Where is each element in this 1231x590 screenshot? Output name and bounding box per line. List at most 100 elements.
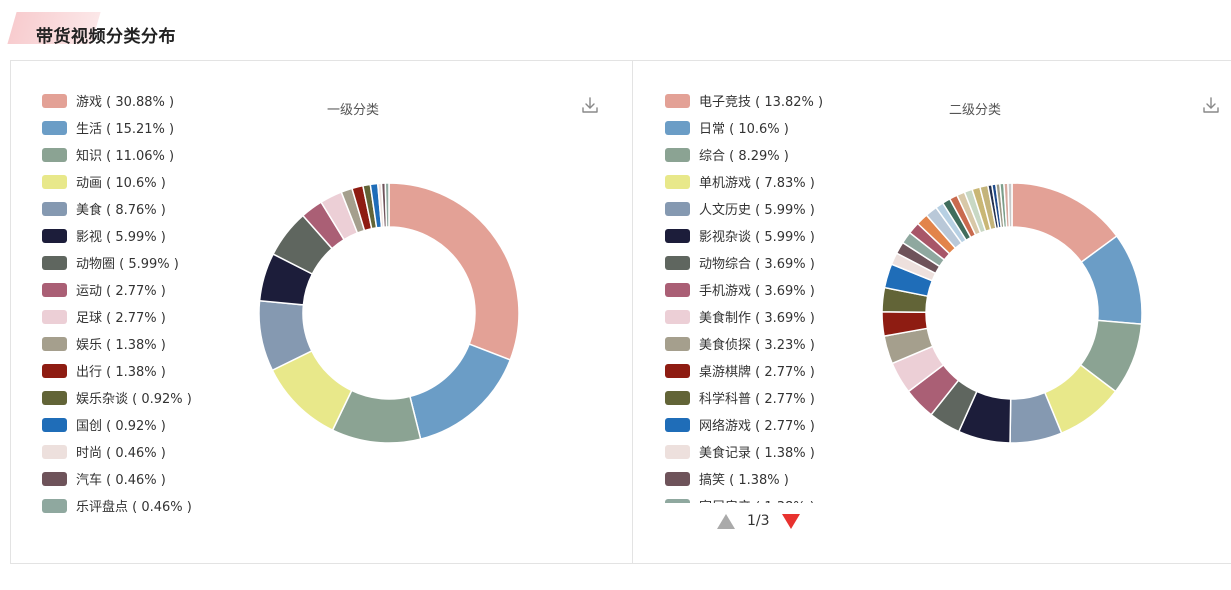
legend-swatch xyxy=(665,390,690,405)
legend-item[interactable]: 时尚 ( 0.46% ) xyxy=(42,438,192,465)
legend-label: 综合 ( 8.29% ) xyxy=(699,149,789,164)
legend-item[interactable]: 出行 ( 1.38% ) xyxy=(42,357,192,384)
legend-label: 单机游戏 ( 7.83% ) xyxy=(699,176,815,191)
legend-swatch xyxy=(42,93,67,108)
legend-swatch xyxy=(42,255,67,270)
legend-label: 搞笑 ( 1.38% ) xyxy=(699,473,789,488)
legend-item[interactable]: 游戏 ( 30.88% ) xyxy=(42,87,192,114)
legend-item[interactable]: 乐评盘点 ( 0.46% ) xyxy=(42,492,192,519)
legend-item[interactable]: 娱乐杂谈 ( 0.92% ) xyxy=(42,384,192,411)
legend-item[interactable]: 美食 ( 8.76% ) xyxy=(42,195,192,222)
legend-swatch xyxy=(665,174,690,189)
legend-label: 娱乐 ( 1.38% ) xyxy=(76,338,166,353)
legend-label: 乐评盘点 ( 0.46% ) xyxy=(76,500,192,515)
legend-item[interactable]: 美食制作 ( 3.69% ) xyxy=(665,303,823,330)
legend-swatch xyxy=(665,282,690,297)
legend-item[interactable]: 足球 ( 2.77% ) xyxy=(42,303,192,330)
primary-category-panel: 游戏 ( 30.88% ) 生活 ( 15.21% ) 知识 ( 11.06% ) 动… xyxy=(10,60,633,564)
download-icon[interactable] xyxy=(580,95,600,115)
legend-swatch xyxy=(42,498,67,513)
legend-swatch xyxy=(665,444,690,459)
legend-swatch xyxy=(665,471,690,486)
legend-item[interactable]: 生活 ( 15.21% ) xyxy=(42,114,192,141)
legend-item[interactable]: 日常 ( 10.6% ) xyxy=(665,114,823,141)
legend-swatch xyxy=(42,309,67,324)
legend-label: 美食侦探 ( 3.23% ) xyxy=(699,338,815,353)
donut-slice[interactable] xyxy=(384,182,390,228)
legend-item[interactable]: 单机游戏 ( 7.83% ) xyxy=(665,168,823,195)
secondary-category-legend: 电子竞技 ( 13.82% ) 日常 ( 10.6% ) 综合 ( 8.29% ) 单… xyxy=(665,87,823,503)
legend-label: 知识 ( 11.06% ) xyxy=(76,149,175,164)
legend-item[interactable]: 科学科普 ( 2.77% ) xyxy=(665,384,823,411)
legend-item[interactable]: 美食记录 ( 1.38% ) xyxy=(665,438,823,465)
legend-item[interactable]: 搞笑 ( 1.38% ) xyxy=(665,465,823,492)
legend-swatch xyxy=(42,363,67,378)
legend-item[interactable]: 电子竞技 ( 13.82% ) xyxy=(665,87,823,114)
legend-label: 运动 ( 2.77% ) xyxy=(76,284,166,299)
triangle-down-icon[interactable] xyxy=(781,513,800,529)
legend-swatch xyxy=(665,147,690,162)
legend-label: 科学科普 ( 2.77% ) xyxy=(699,392,815,407)
legend-item[interactable]: 娱乐 ( 1.38% ) xyxy=(42,330,192,357)
legend-label: 足球 ( 2.77% ) xyxy=(76,311,166,326)
legend-item[interactable]: 桌游棋牌 ( 2.77% ) xyxy=(665,357,823,384)
legend-label: 国创 ( 0.92% ) xyxy=(76,419,166,434)
legend-item[interactable]: 美食侦探 ( 3.23% ) xyxy=(665,330,823,357)
legend-item[interactable]: 手机游戏 ( 3.69% ) xyxy=(665,276,823,303)
primary-chart-title: 一级分类 xyxy=(327,103,380,118)
legend-item[interactable]: 运动 ( 2.77% ) xyxy=(42,276,192,303)
legend-swatch xyxy=(665,309,690,324)
donut-slice[interactable] xyxy=(409,343,512,440)
legend-swatch xyxy=(42,147,67,162)
legend-label: 美食 ( 8.76% ) xyxy=(76,203,166,218)
legend-item[interactable]: 国创 ( 0.92% ) xyxy=(42,411,192,438)
legend-label: 人文历史 ( 5.99% ) xyxy=(699,203,815,218)
legend-swatch xyxy=(665,363,690,378)
legend-swatch xyxy=(42,390,67,405)
legend-item[interactable]: 影视杂谈 ( 5.99% ) xyxy=(665,222,823,249)
download-icon[interactable] xyxy=(1201,95,1221,115)
legend-swatch xyxy=(665,498,690,503)
legend-item[interactable]: 人文历史 ( 5.99% ) xyxy=(665,195,823,222)
secondary-category-donut-chart xyxy=(881,182,1143,444)
legend-pager: 1/3 xyxy=(717,511,800,531)
legend-swatch xyxy=(42,174,67,189)
legend-swatch xyxy=(42,228,67,243)
legend-item[interactable]: 知识 ( 11.06% ) xyxy=(42,141,192,168)
legend-label: 汽车 ( 0.46% ) xyxy=(76,473,166,488)
legend-label: 出行 ( 1.38% ) xyxy=(76,365,166,380)
legend-label: 影视 ( 5.99% ) xyxy=(76,230,166,245)
primary-category-legend: 游戏 ( 30.88% ) 生活 ( 15.21% ) 知识 ( 11.06% ) 动… xyxy=(42,87,192,527)
legend-swatch xyxy=(665,93,690,108)
legend-label: 桌游棋牌 ( 2.77% ) xyxy=(699,365,815,380)
legend-swatch xyxy=(665,417,690,432)
legend-swatch xyxy=(42,417,67,432)
legend-item[interactable]: 家居房产 ( 1.38% ) xyxy=(665,492,823,503)
legend-label: 手机游戏 ( 3.69% ) xyxy=(699,284,815,299)
donut-slice[interactable] xyxy=(1007,182,1013,228)
legend-swatch xyxy=(42,444,67,459)
legend-label: 娱乐杂谈 ( 0.92% ) xyxy=(76,392,192,407)
legend-label: 动物圈 ( 5.99% ) xyxy=(76,257,179,272)
legend-label: 动物综合 ( 3.69% ) xyxy=(699,257,815,272)
legend-item[interactable]: 动物圈 ( 5.99% ) xyxy=(42,249,192,276)
secondary-chart-title: 二级分类 xyxy=(949,103,1002,118)
legend-item[interactable]: 汽车 ( 0.46% ) xyxy=(42,465,192,492)
legend-item[interactable]: 动画 ( 10.6% ) xyxy=(42,168,192,195)
page-title: 带货视频分类分布 xyxy=(36,27,176,47)
legend-item[interactable]: 影视 ( 5.99% ) xyxy=(42,222,192,249)
legend-swatch xyxy=(665,228,690,243)
donut-slice[interactable] xyxy=(388,182,520,361)
legend-label: 美食记录 ( 1.38% ) xyxy=(699,446,815,461)
legend-swatch xyxy=(42,471,67,486)
legend-swatch xyxy=(665,255,690,270)
legend-label: 影视杂谈 ( 5.99% ) xyxy=(699,230,815,245)
legend-item[interactable]: 动物综合 ( 3.69% ) xyxy=(665,249,823,276)
legend-swatch xyxy=(42,282,67,297)
legend-swatch xyxy=(42,120,67,135)
legend-item[interactable]: 网络游戏 ( 2.77% ) xyxy=(665,411,823,438)
legend-item[interactable]: 综合 ( 8.29% ) xyxy=(665,141,823,168)
legend-label: 游戏 ( 30.88% ) xyxy=(76,95,175,110)
legend-label: 时尚 ( 0.46% ) xyxy=(76,446,166,461)
triangle-up-icon[interactable] xyxy=(717,513,735,529)
